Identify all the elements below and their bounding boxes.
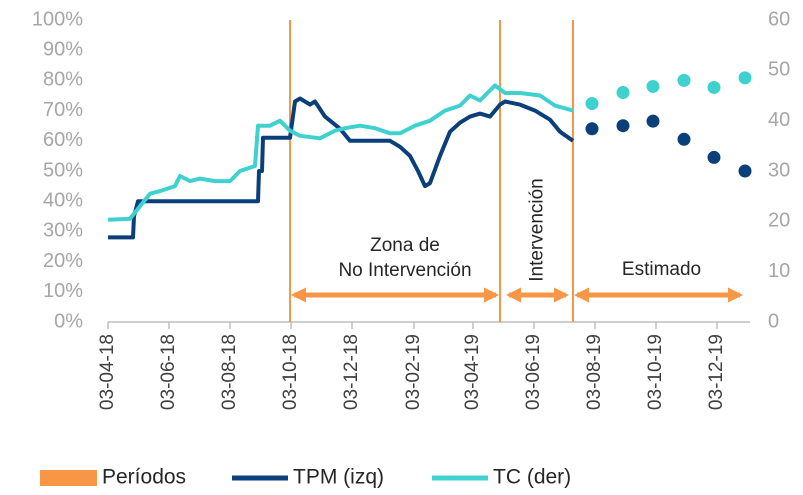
y-tick-label: 60%: [43, 129, 83, 151]
annotation: Estimado: [622, 259, 701, 280]
legend-label: TPM (izq): [293, 466, 384, 489]
legend-label: TC (der): [493, 466, 571, 489]
y-tick-label: 90%: [43, 38, 83, 60]
x-tick-label: 03-12-19: [706, 334, 727, 410]
y2-tick-label: 60: [768, 8, 790, 30]
forecast-point: [585, 97, 599, 111]
x-tick-label: 03-04-19: [462, 334, 483, 410]
annotation: Intervención: [527, 178, 548, 282]
annotation: Zona de: [370, 235, 440, 256]
forecast-point: [646, 79, 660, 93]
series-line: [108, 96, 575, 240]
y-tick-label: 30%: [43, 220, 83, 242]
y-tick-label: 70%: [43, 99, 83, 121]
x-tick-label: 03-12-18: [341, 334, 362, 410]
y-tick-label: 10%: [43, 280, 83, 302]
forecast-point: [677, 73, 691, 87]
x-tick-label: 03-06-18: [158, 334, 179, 410]
y-tick-label: 20%: [43, 250, 83, 272]
legend-swatch: [40, 470, 97, 486]
x-tick-label: 03-10-19: [645, 334, 666, 410]
forecast-point: [646, 114, 660, 128]
x-tick-label: 03-02-19: [403, 334, 424, 410]
forecast-point: [738, 71, 752, 85]
x-tick-label: 03-06-19: [523, 334, 544, 410]
y2-tick-label: 50: [768, 59, 790, 81]
forecast-point: [738, 164, 752, 178]
forecast-point: [677, 132, 691, 146]
legend-label: Períodos: [102, 466, 186, 489]
y-tick-label: 0%: [54, 310, 83, 332]
y-tick-label: 80%: [43, 69, 83, 91]
forecast-point: [616, 119, 630, 133]
forecast-point: [707, 150, 721, 164]
y2-tick-label: 30: [768, 159, 790, 181]
forecast-point: [585, 122, 599, 136]
x-tick-label: 03-08-19: [584, 334, 605, 410]
y-tick-label: 50%: [43, 159, 83, 181]
y2-tick-label: 0: [768, 310, 779, 332]
y-tick-label: 100%: [32, 8, 83, 30]
x-tick-label: 03-10-18: [280, 334, 301, 410]
series-line: [107, 83, 574, 222]
x-tick-label: 03-04-18: [97, 334, 118, 410]
y-tick-label: 40%: [43, 189, 83, 211]
y2-tick-label: 40: [768, 109, 790, 131]
annotation: No Intervención: [338, 260, 471, 281]
forecast-point: [707, 80, 721, 94]
forecast-point: [616, 85, 630, 99]
y2-tick-label: 10: [768, 260, 790, 282]
y2-tick-label: 20: [768, 210, 790, 232]
x-tick-label: 03-08-18: [219, 334, 240, 410]
